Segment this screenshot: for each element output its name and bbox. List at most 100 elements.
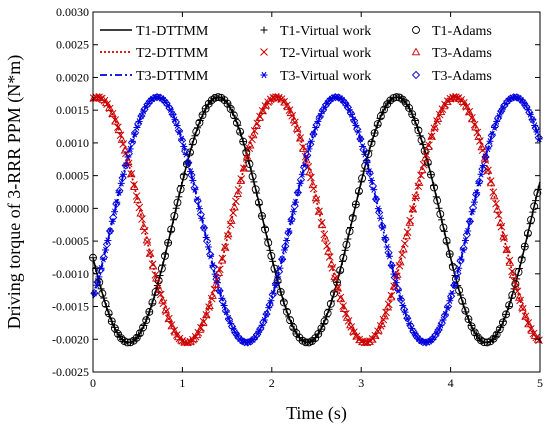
data-point — [164, 314, 173, 323]
data-point — [362, 156, 371, 166]
data-point — [339, 304, 349, 313]
data-point-d2 — [430, 124, 439, 133]
x-tick-label: 0 — [90, 376, 96, 390]
data-point-d2 — [521, 312, 530, 321]
data-point — [271, 279, 281, 288]
data-point-d2 — [508, 267, 516, 276]
legend-marker — [260, 48, 268, 56]
data-point — [259, 318, 268, 327]
data-point — [303, 151, 312, 160]
data-point — [118, 173, 127, 183]
data-point — [189, 334, 199, 343]
data-point-d2 — [400, 239, 409, 248]
data-point — [446, 94, 455, 102]
data-point — [198, 215, 206, 222]
data-point-c — [116, 189, 122, 196]
data-point-c — [315, 118, 321, 125]
data-point-c — [375, 205, 381, 212]
data-point — [194, 124, 202, 132]
data-point — [424, 142, 433, 150]
data-point — [108, 317, 116, 325]
data-point — [162, 307, 170, 316]
data-point-c — [534, 128, 540, 136]
data-point — [108, 218, 116, 225]
data-point — [465, 108, 474, 116]
data-point — [136, 208, 145, 217]
data-point-c — [460, 246, 466, 254]
data-point — [221, 306, 230, 315]
data-point — [365, 169, 374, 178]
data-point — [505, 301, 514, 310]
data-point — [296, 134, 305, 142]
data-point-d2 — [395, 261, 404, 270]
data-point — [418, 337, 428, 347]
data-point — [217, 255, 227, 264]
data-point-d2 — [248, 135, 256, 144]
data-point — [90, 289, 99, 298]
y-tick-label: 0.0015 — [56, 103, 89, 117]
x-tick-label: 3 — [358, 376, 364, 390]
data-point — [443, 302, 453, 311]
data-point-d2 — [476, 137, 484, 145]
data-point — [254, 198, 263, 207]
data-point — [450, 281, 459, 290]
data-point — [246, 337, 256, 346]
data-point — [170, 327, 180, 336]
data-point-c — [129, 138, 135, 145]
data-point — [148, 298, 157, 307]
data-point — [513, 275, 521, 283]
data-point — [414, 182, 423, 191]
data-point-c — [306, 145, 312, 153]
data-point — [283, 307, 291, 316]
data-point — [361, 338, 371, 346]
data-point-c — [109, 218, 115, 225]
data-point — [491, 333, 499, 341]
data-point — [101, 98, 111, 107]
data-point — [464, 315, 472, 323]
data-point-d2 — [108, 109, 117, 118]
data-point — [299, 163, 309, 172]
data-point — [177, 335, 186, 344]
data-point — [309, 129, 318, 139]
y-tick-label: 0.0010 — [56, 136, 89, 150]
data-point — [126, 169, 136, 178]
data-point-d2 — [162, 307, 170, 316]
data-point — [226, 104, 235, 113]
data-point — [189, 137, 198, 146]
data-point — [367, 139, 376, 148]
data-point-d2 — [154, 281, 162, 289]
data-point — [530, 202, 539, 211]
data-point — [496, 218, 505, 227]
data-point — [101, 299, 110, 308]
data-point — [409, 205, 417, 213]
data-point — [436, 107, 446, 115]
legend-label: T1-Adams — [432, 24, 492, 39]
data-point — [127, 170, 136, 178]
data-point — [220, 242, 230, 251]
data-point — [458, 97, 468, 106]
data-point — [419, 141, 427, 149]
data-point — [320, 317, 329, 326]
data-point — [184, 158, 193, 167]
legend-entry: T1-Virtual work — [260, 24, 371, 39]
data-point — [164, 238, 173, 247]
data-point — [151, 288, 160, 296]
data-point-c — [474, 189, 480, 196]
data-point — [138, 215, 146, 223]
data-point — [170, 212, 179, 220]
data-point — [209, 263, 218, 272]
data-point — [430, 124, 439, 133]
data-point — [374, 325, 383, 334]
data-point — [119, 140, 128, 148]
data-point-c — [442, 310, 448, 318]
data-point-d2 — [344, 317, 353, 325]
data-point — [245, 160, 254, 169]
data-point — [387, 261, 396, 270]
data-point-c — [176, 128, 182, 136]
data-point — [273, 276, 282, 285]
data-point — [508, 270, 518, 279]
data-point — [145, 248, 155, 257]
legend-marker — [260, 26, 268, 34]
data-point-d2 — [138, 215, 146, 223]
data-point-c — [205, 243, 211, 251]
